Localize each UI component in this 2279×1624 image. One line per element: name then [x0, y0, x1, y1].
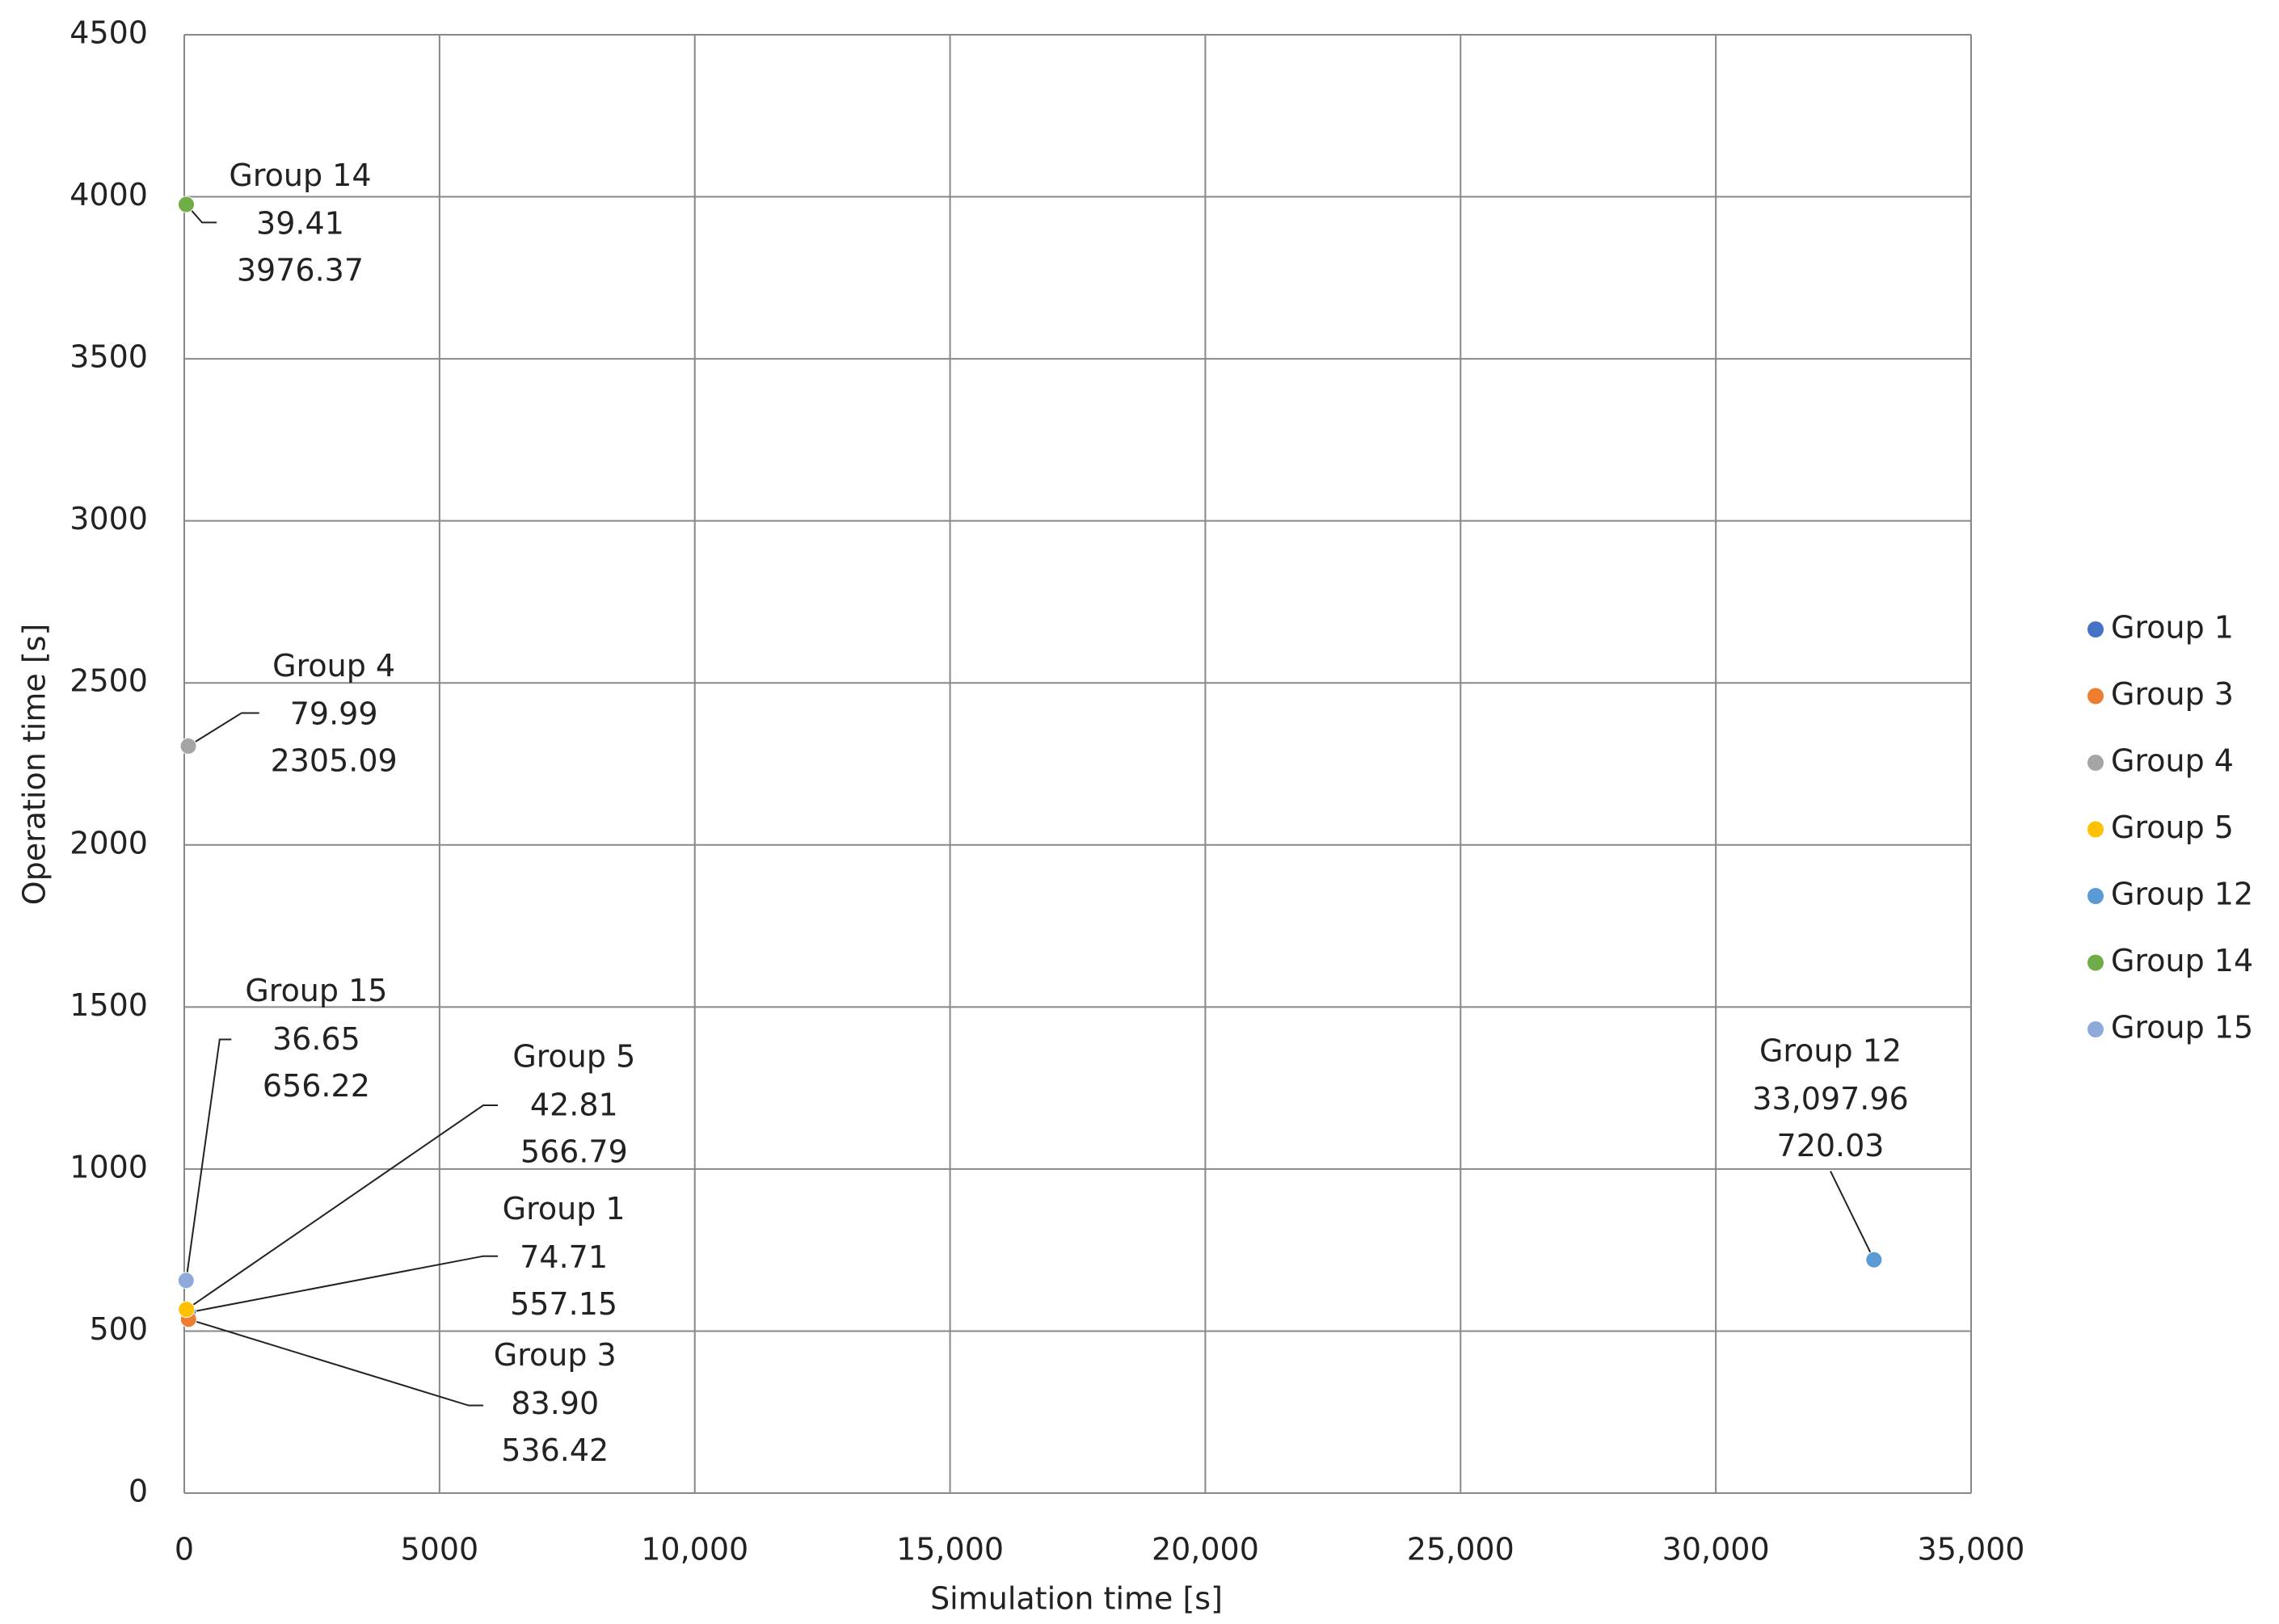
data-label-x: 39.41 — [256, 206, 344, 242]
data-label-name: Group 5 — [512, 1039, 635, 1075]
data-label-x: 83.90 — [511, 1386, 599, 1421]
legend-marker — [2087, 688, 2104, 705]
legend-label: Group 14 — [2111, 943, 2253, 978]
x-tick-label: 10,000 — [641, 1532, 748, 1567]
legend-label: Group 1 — [2111, 610, 2234, 646]
y-tick-label: 1000 — [70, 1149, 148, 1184]
data-label-y: 656.22 — [263, 1068, 370, 1104]
y-tick-label: 3000 — [70, 501, 148, 536]
data-label-name: Group 1 — [503, 1191, 626, 1226]
y-tick-label: 2500 — [70, 663, 148, 699]
data-label-name: Group 4 — [272, 648, 395, 684]
data-label-name: Group 15 — [245, 973, 387, 1008]
data-label-y: 536.42 — [501, 1433, 609, 1468]
x-axis-title: Simulation time [s] — [930, 1581, 1223, 1617]
data-label-x: 42.81 — [530, 1087, 618, 1122]
legend-marker — [2087, 954, 2104, 971]
legend-marker — [2087, 888, 2104, 904]
x-tick-label: 30,000 — [1662, 1532, 1770, 1567]
data-label-y: 3976.37 — [237, 253, 364, 288]
x-tick-label: 20,000 — [1152, 1532, 1259, 1567]
y-tick-label: 1500 — [70, 987, 148, 1023]
data-label-y: 720.03 — [1777, 1128, 1885, 1163]
data-label-name: Group 14 — [229, 158, 371, 193]
legend-marker — [2087, 821, 2104, 838]
y-tick-label: 0 — [128, 1474, 148, 1509]
x-tick-label: 0 — [175, 1532, 194, 1567]
data-label-x: 33,097.96 — [1752, 1081, 1908, 1117]
legend-label: Group 12 — [2111, 877, 2253, 912]
leader-line — [187, 1255, 499, 1314]
leader-line — [186, 1104, 499, 1311]
data-label-y: 2305.09 — [271, 743, 398, 779]
data-label-name: Group 12 — [1759, 1033, 1902, 1068]
x-tick-label: 15,000 — [896, 1532, 1004, 1567]
point — [179, 737, 197, 755]
data-label-x: 36.65 — [272, 1021, 360, 1057]
data-label-y: 566.79 — [520, 1134, 628, 1169]
legend-label: Group 3 — [2111, 676, 2234, 712]
x-tick-label: 35,000 — [1918, 1532, 2025, 1567]
leader-line — [1830, 1171, 1875, 1260]
y-tick-label: 4000 — [70, 177, 148, 212]
data-label-x: 74.71 — [520, 1239, 608, 1275]
leader-line — [188, 1318, 483, 1407]
legend-label: Group 4 — [2111, 743, 2234, 779]
x-tick-label: 5000 — [400, 1532, 478, 1567]
leader-line — [185, 1038, 232, 1281]
point — [177, 1272, 195, 1290]
leader-line — [187, 712, 259, 747]
legend-label: Group 5 — [2111, 810, 2234, 845]
legend-marker — [2087, 1021, 2104, 1037]
legend-marker — [2087, 621, 2104, 637]
data-label-name: Group 3 — [494, 1337, 617, 1373]
y-tick-label: 2000 — [70, 825, 148, 860]
y-tick-label: 4500 — [70, 15, 148, 51]
legend-label: Group 15 — [2111, 1010, 2253, 1046]
y-tick-label: 3500 — [70, 339, 148, 375]
legend-marker — [2087, 755, 2104, 771]
data-label-y: 557.15 — [510, 1286, 617, 1322]
point — [1865, 1251, 1883, 1268]
data-label-x: 79.99 — [290, 696, 378, 732]
point — [177, 196, 195, 213]
point — [178, 1301, 196, 1319]
y-axis-title: Operation time [s] — [17, 624, 53, 906]
x-tick-label: 25,000 — [1407, 1532, 1514, 1567]
y-tick-label: 500 — [89, 1311, 148, 1347]
